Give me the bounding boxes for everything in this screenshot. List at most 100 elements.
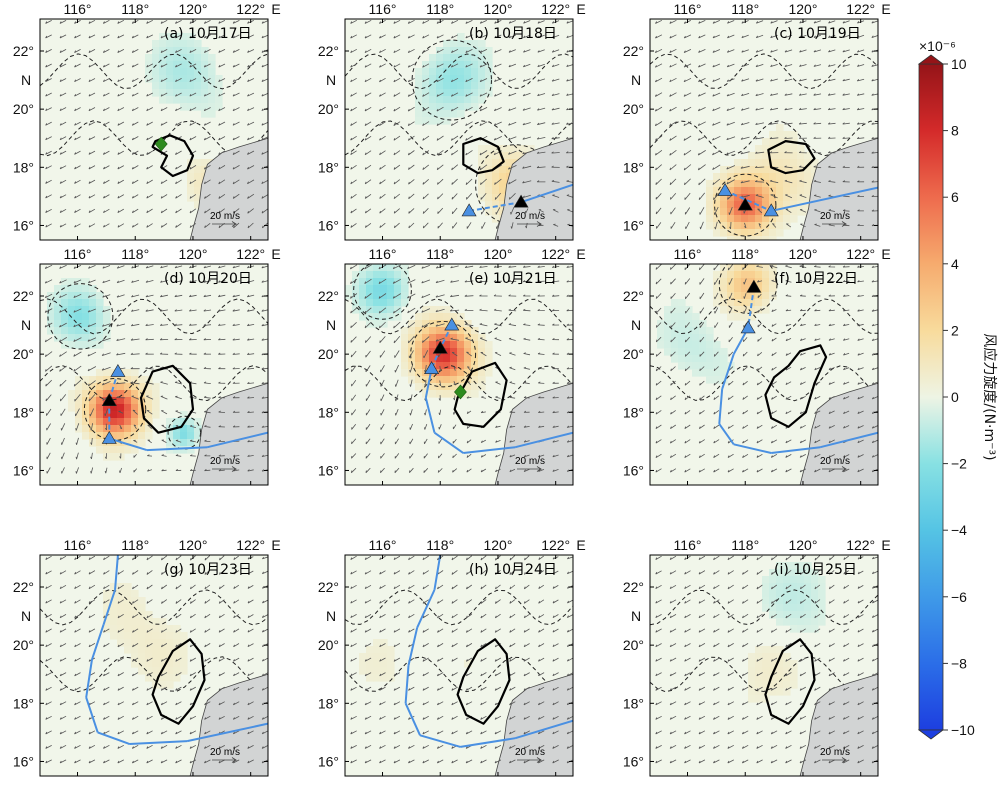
curl-cell	[131, 590, 139, 598]
curl-cell	[671, 299, 679, 307]
curl-cell	[159, 618, 167, 626]
curl-cell	[124, 583, 132, 591]
curl-cell	[180, 432, 188, 440]
curl-cell	[783, 604, 791, 612]
curl-cell	[75, 299, 83, 307]
track-segment	[733, 443, 772, 454]
lat-unit-label: N	[631, 72, 641, 88]
curl-cell	[734, 201, 742, 209]
curl-cell	[769, 576, 777, 584]
curl-cell	[201, 166, 209, 174]
curl-cell	[720, 229, 728, 237]
curl-cell	[194, 439, 202, 447]
curl-cell	[429, 334, 437, 342]
lat-tick-label: 18°	[623, 695, 644, 711]
curl-cell	[103, 618, 111, 626]
curl-cell	[429, 96, 437, 104]
curl-cell	[713, 194, 721, 202]
wind-scale-label: 20 m/s	[515, 747, 545, 758]
curl-cell	[699, 362, 707, 370]
curl-cell	[82, 411, 90, 419]
curl-cell	[89, 299, 97, 307]
curl-cell	[54, 299, 62, 307]
curl-cell	[748, 271, 756, 279]
track-segment	[404, 702, 421, 736]
curl-cell	[492, 145, 500, 153]
panel-label: (h) 10月24日	[469, 562, 557, 578]
curl-cell	[790, 667, 798, 675]
curl-cell	[678, 306, 686, 314]
curl-cell	[790, 618, 798, 626]
lon-unit-label: E	[271, 1, 280, 17]
curl-cell	[380, 271, 388, 279]
curl-cell	[478, 47, 486, 55]
curl-cell	[776, 688, 784, 696]
curl-cell	[762, 590, 770, 598]
curl-cell	[173, 446, 181, 454]
typhoon-position-marker	[110, 363, 126, 377]
curl-cell	[194, 159, 202, 167]
curl-cell	[194, 96, 202, 104]
curl-cell	[387, 646, 395, 654]
curl-cell	[436, 61, 444, 69]
lat-tick-label: 18°	[623, 159, 644, 175]
curl-cell	[790, 583, 798, 591]
curl-cell	[436, 96, 444, 104]
lat-tick-label: 20°	[623, 637, 644, 653]
lat-tick-label: 20°	[623, 101, 644, 117]
curl-cell	[96, 425, 104, 433]
lon-unit-label: E	[881, 537, 890, 553]
curl-cell	[762, 173, 770, 181]
curl-cell	[166, 674, 174, 682]
curl-cell	[103, 313, 111, 321]
curl-cell	[678, 341, 686, 349]
curl-cell	[762, 159, 770, 167]
lat-tick-label: 18°	[318, 404, 339, 420]
curl-cell	[762, 201, 770, 209]
lat-unit-label: N	[326, 317, 336, 333]
curl-cell	[173, 418, 181, 426]
curl-cell	[790, 660, 798, 668]
curl-cell	[471, 82, 479, 90]
curl-cell	[485, 201, 493, 209]
curl-cell	[152, 667, 160, 675]
curl-cell	[443, 320, 451, 328]
curl-cell	[373, 271, 381, 279]
curl-cell	[443, 82, 451, 90]
curl-cell	[790, 187, 798, 195]
curl-cell	[117, 411, 125, 419]
curl-cell	[471, 355, 479, 363]
curl-cell	[457, 96, 465, 104]
curl-cell	[755, 187, 763, 195]
curl-cell	[776, 194, 784, 202]
curl-cell	[790, 201, 798, 209]
curl-cell	[373, 639, 381, 647]
curl-cell	[180, 82, 188, 90]
curl-cell	[699, 327, 707, 335]
curl-cell	[366, 299, 374, 307]
curl-cell	[96, 320, 104, 328]
lon-tick-label: 116°	[64, 246, 92, 262]
curl-cell	[685, 348, 693, 356]
curl-cell	[436, 103, 444, 111]
curl-cell	[457, 61, 465, 69]
curl-cell	[443, 110, 451, 118]
curl-cell	[54, 313, 62, 321]
curl-cell	[173, 89, 181, 97]
curl-cell	[436, 355, 444, 363]
curl-cell	[755, 173, 763, 181]
curl-cell	[457, 103, 465, 111]
curl-cell	[804, 597, 812, 605]
curl-cell	[762, 264, 770, 272]
curl-cell	[664, 348, 672, 356]
curl-cell	[47, 292, 55, 300]
curl-cell	[811, 159, 819, 167]
curl-cell	[471, 68, 479, 76]
typhoon-position-marker	[424, 361, 440, 374]
curl-cell	[699, 334, 707, 342]
curl-cell	[131, 425, 139, 433]
curl-cell	[359, 313, 367, 321]
curl-cell	[194, 47, 202, 55]
curl-cell	[138, 611, 146, 619]
curl-cell	[471, 362, 479, 370]
